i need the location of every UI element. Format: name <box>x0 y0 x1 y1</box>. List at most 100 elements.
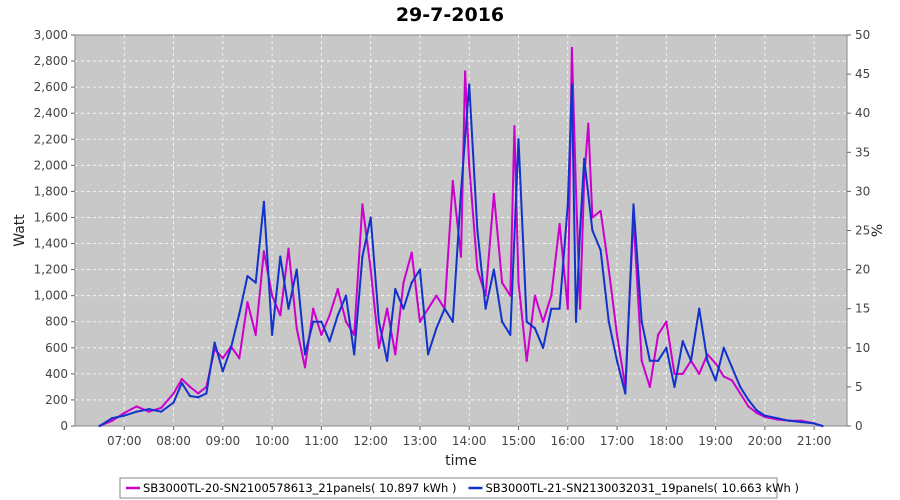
data-point <box>160 410 163 413</box>
data-point <box>147 407 151 411</box>
data-point <box>648 385 651 388</box>
data-point <box>681 372 684 375</box>
data-point <box>344 320 348 323</box>
y-tick-label: 600 <box>45 341 68 355</box>
data-point <box>542 320 545 323</box>
series-line-2 <box>99 83 823 427</box>
data-point <box>402 307 405 310</box>
data-point <box>632 203 635 206</box>
data-point <box>459 190 463 193</box>
data-point <box>574 320 578 323</box>
data-point <box>336 288 339 291</box>
data-point <box>180 381 183 385</box>
x-axis-label: time <box>445 453 477 469</box>
data-point <box>813 422 816 425</box>
data-point <box>698 372 701 375</box>
data-point <box>369 268 372 271</box>
data-point <box>755 409 758 412</box>
data-point <box>730 366 734 369</box>
data-point <box>673 372 676 375</box>
data-point <box>570 83 573 86</box>
x-tick-label: 20:00 <box>748 434 783 448</box>
y-tick-label: 1,200 <box>34 263 68 277</box>
data-point <box>353 353 356 356</box>
legend-entry-1: SB3000TL-20-SN2100578613_21panels( 10.89… <box>143 481 456 495</box>
data-point <box>673 385 676 388</box>
data-point <box>574 190 578 193</box>
y-tick-label: 1,000 <box>34 289 68 303</box>
legend-box <box>119 477 778 499</box>
data-point <box>98 424 101 428</box>
data-point <box>320 320 323 323</box>
data-point <box>624 392 627 395</box>
data-point <box>328 314 331 317</box>
data-point <box>410 251 413 254</box>
data-point <box>312 320 315 323</box>
x-tick-label: 18:00 <box>649 434 684 448</box>
data-point <box>410 281 413 284</box>
data-point <box>500 320 504 323</box>
x-tick-label: 16:00 <box>550 434 585 448</box>
data-point <box>312 307 315 310</box>
x-tick-label: 13:00 <box>403 434 438 448</box>
data-point <box>525 359 528 362</box>
data-point <box>303 366 307 369</box>
legend: SB3000TL-20-SN2100578613_21panels( 10.89… <box>119 477 799 499</box>
data-point <box>706 359 709 362</box>
data-point <box>197 396 200 399</box>
y2-tick-label: 30 <box>855 184 870 198</box>
data-point <box>763 414 766 417</box>
data-point <box>476 229 479 232</box>
data-point <box>607 268 610 271</box>
data-point <box>435 294 438 297</box>
y-tick-label: 400 <box>45 367 68 381</box>
data-point <box>525 320 528 323</box>
y2-tick-label: 15 <box>855 302 870 316</box>
data-point <box>739 385 742 388</box>
data-point <box>755 411 758 415</box>
data-point <box>320 333 323 336</box>
data-point <box>147 410 151 413</box>
data-point <box>509 294 512 297</box>
data-point <box>566 203 569 206</box>
data-point <box>287 247 290 250</box>
data-point <box>714 362 717 365</box>
data-point <box>221 370 224 373</box>
data-point <box>689 359 693 362</box>
y-tick-label: 1,800 <box>34 184 68 198</box>
data-point <box>615 333 619 336</box>
data-point <box>188 394 192 398</box>
y-tick-label: 800 <box>45 315 68 329</box>
y-tick-label: 3,000 <box>34 28 68 42</box>
data-point <box>336 314 339 317</box>
y-tick-label: 200 <box>45 393 68 407</box>
data-point <box>344 294 348 297</box>
data-point <box>776 417 779 420</box>
data-point <box>681 340 684 343</box>
data-point <box>665 346 668 349</box>
data-point <box>271 333 274 336</box>
data-point <box>558 307 561 310</box>
data-point <box>607 320 610 323</box>
data-point <box>517 281 520 284</box>
y2-tick-label: 40 <box>855 106 870 120</box>
x-tick-label: 09:00 <box>206 434 241 448</box>
data-point <box>747 405 750 408</box>
data-point <box>550 294 553 297</box>
data-point <box>513 125 516 128</box>
data-point <box>123 411 126 415</box>
chart-title: 29-7-2016 <box>396 4 504 26</box>
data-point <box>578 307 582 310</box>
data-point <box>509 333 512 336</box>
data-point <box>640 320 643 323</box>
data-point <box>550 307 553 310</box>
data-point <box>394 288 397 291</box>
y-axis-label: Watt <box>12 214 28 247</box>
data-point <box>271 294 274 297</box>
data-point <box>427 307 430 310</box>
data-point <box>229 346 233 349</box>
data-point <box>821 424 824 428</box>
data-point <box>615 359 619 362</box>
data-point <box>377 346 380 349</box>
